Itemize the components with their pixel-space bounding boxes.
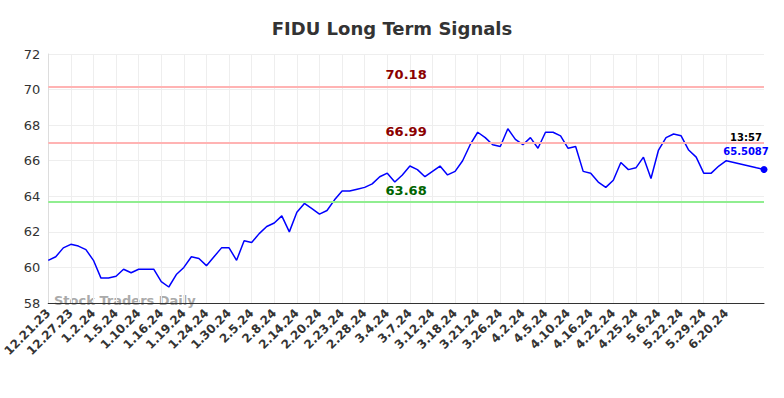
svg-text:58: 58 — [24, 296, 41, 311]
svg-text:4.25.24: 4.25.24 — [595, 306, 641, 352]
svg-text:4.5.24: 4.5.24 — [510, 306, 551, 346]
svg-text:65.5087: 65.5087 — [723, 146, 769, 157]
svg-text:3.4.24: 3.4.24 — [352, 306, 393, 346]
svg-text:3.18.24: 3.18.24 — [414, 306, 460, 352]
svg-text:4.10.24: 4.10.24 — [527, 306, 574, 352]
svg-text:3.7.24: 3.7.24 — [374, 306, 415, 346]
svg-text:12.27.23: 12.27.23 — [24, 306, 76, 358]
svg-text:1.10.24: 1.10.24 — [97, 306, 144, 352]
svg-text:70: 70 — [24, 82, 41, 97]
svg-text:2.14.24: 2.14.24 — [256, 306, 302, 352]
svg-text:1.30.24: 1.30.24 — [188, 306, 234, 352]
svg-text:5.29.24: 5.29.24 — [662, 306, 709, 352]
svg-text:66: 66 — [24, 153, 41, 168]
svg-text:FIDU Long Term Signals: FIDU Long Term Signals — [272, 18, 512, 39]
svg-text:5.22.24: 5.22.24 — [640, 306, 687, 352]
svg-text:Stock Traders Daily: Stock Traders Daily — [54, 293, 196, 308]
svg-text:72: 72 — [24, 47, 41, 62]
svg-text:2.5.24: 2.5.24 — [216, 306, 257, 346]
svg-text:13:57: 13:57 — [730, 132, 762, 143]
svg-text:2.23.24: 2.23.24 — [301, 306, 347, 352]
svg-text:60: 60 — [24, 260, 41, 275]
svg-text:12.21.23: 12.21.23 — [1, 306, 54, 358]
svg-text:68: 68 — [24, 118, 41, 133]
svg-text:2.28.24: 2.28.24 — [323, 306, 370, 352]
svg-text:3.12.24: 3.12.24 — [391, 306, 438, 352]
svg-text:3.21.24: 3.21.24 — [436, 306, 483, 352]
svg-text:5.6.24: 5.6.24 — [623, 306, 664, 346]
svg-text:66.99: 66.99 — [386, 124, 427, 139]
svg-text:4.2.24: 4.2.24 — [487, 306, 528, 346]
svg-text:6.20.24: 6.20.24 — [685, 306, 731, 352]
svg-text:1.2.24: 1.2.24 — [58, 306, 99, 346]
svg-text:64: 64 — [24, 189, 41, 204]
svg-text:70.18: 70.18 — [386, 67, 427, 82]
svg-text:62: 62 — [24, 224, 41, 239]
svg-text:1.5.24: 1.5.24 — [81, 306, 121, 346]
svg-text:2.20.24: 2.20.24 — [278, 306, 325, 352]
svg-text:4.16.24: 4.16.24 — [549, 306, 596, 352]
svg-text:1.24.24: 1.24.24 — [165, 306, 212, 352]
svg-text:4.22.24: 4.22.24 — [572, 306, 619, 352]
svg-text:1.19.24: 1.19.24 — [143, 306, 189, 352]
svg-text:3.26.24: 3.26.24 — [459, 306, 506, 352]
svg-text:63.68: 63.68 — [386, 183, 427, 198]
svg-text:1.16.24: 1.16.24 — [120, 306, 167, 352]
svg-text:2.8.24: 2.8.24 — [239, 306, 280, 346]
